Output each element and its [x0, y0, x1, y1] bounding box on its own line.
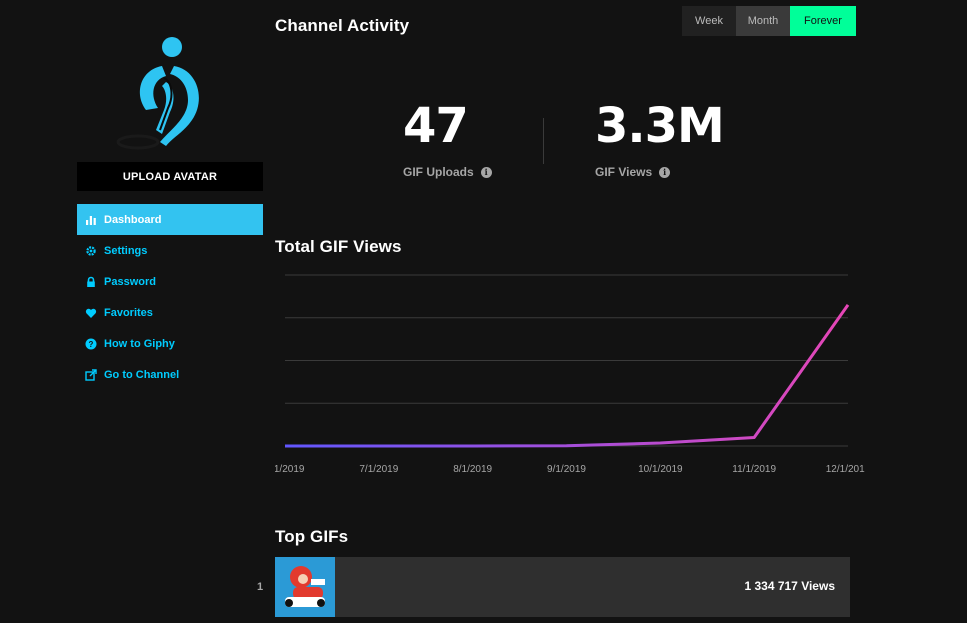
views-label-text: GIF Views [595, 165, 653, 179]
sidebar-item-label: How to Giphy [104, 337, 175, 350]
question-icon: ? [85, 338, 97, 350]
data-point[interactable] [471, 445, 474, 448]
upload-avatar-button[interactable]: UPLOAD AVATAR [77, 162, 263, 191]
x-tick-label: 6/1/2019 [275, 464, 305, 475]
uploads-count: 47 [403, 98, 469, 154]
x-tick-label: 10/1/2019 [638, 464, 683, 475]
gif-rank: 1 [257, 581, 264, 593]
sidebar-item-favorites[interactable]: Favorites [77, 297, 263, 328]
lock-icon [85, 276, 97, 288]
data-point[interactable] [659, 442, 662, 445]
x-tick-label: 8/1/2019 [453, 464, 492, 475]
top-gifs-title: Top GIFs [275, 527, 349, 546]
gear-icon [85, 245, 97, 257]
gif-thumbnail[interactable] [275, 557, 335, 617]
sidebar-item-label: Go to Channel [104, 368, 180, 381]
bar-chart-icon [85, 214, 97, 226]
series-line [285, 304, 850, 448]
sidebar-item-how-to-giphy[interactable]: ? How to Giphy [77, 328, 263, 359]
sidebar-item-label: Dashboard [104, 213, 162, 226]
x-tick-label: 11/1/2019 [732, 464, 776, 475]
avatar [100, 30, 230, 160]
svg-text:?: ? [89, 340, 94, 349]
sidebar-item-dashboard[interactable]: Dashboard [77, 204, 263, 235]
total-views-title: Total GIF Views [275, 237, 402, 256]
channel-activity-title: Channel Activity [275, 16, 410, 35]
x-tick-label: 9/1/2019 [547, 464, 586, 475]
top-gif-row[interactable]: 1 334 717 Views [275, 557, 850, 617]
range-month-button[interactable]: Month [736, 6, 790, 36]
data-point[interactable] [377, 445, 380, 448]
uploads-label: GIF Uploads i [403, 165, 492, 179]
views-count: 3.3M [595, 98, 725, 154]
gif-views-count: 1 334 717 Views [744, 579, 835, 593]
data-point[interactable] [565, 444, 568, 447]
x-tick-label: 7/1/2019 [359, 464, 398, 475]
range-selector: Week Month Forever [682, 6, 856, 36]
uploads-label-text: GIF Uploads [403, 165, 474, 179]
sidebar-item-password[interactable]: Password [77, 266, 263, 297]
sidebar-item-settings[interactable]: Settings [77, 235, 263, 266]
data-point[interactable] [753, 436, 756, 439]
heart-icon [85, 307, 97, 319]
external-link-icon [85, 368, 97, 381]
stats-divider [543, 118, 544, 164]
data-point[interactable] [284, 445, 287, 448]
info-icon[interactable]: i [480, 166, 492, 178]
sidebar-nav: Dashboard Settings Password Favorites ? … [77, 204, 263, 390]
range-week-button[interactable]: Week [682, 6, 736, 36]
sidebar-item-go-to-channel[interactable]: Go to Channel [77, 359, 263, 390]
sidebar-item-label: Settings [104, 244, 148, 257]
sidebar-item-label: Password [104, 275, 156, 288]
total-views-chart: 6/1/2019 7/1/2019 8/1/2019 9/1/2019 10/1/201… [275, 274, 865, 475]
sidebar-item-label: Favorites [104, 306, 153, 319]
x-tick-label: 12/1/2019 [826, 464, 865, 475]
data-point[interactable] [847, 303, 850, 306]
info-icon[interactable]: i [659, 166, 671, 178]
range-forever-button[interactable]: Forever [790, 6, 856, 36]
views-label: GIF Views i [595, 165, 671, 179]
